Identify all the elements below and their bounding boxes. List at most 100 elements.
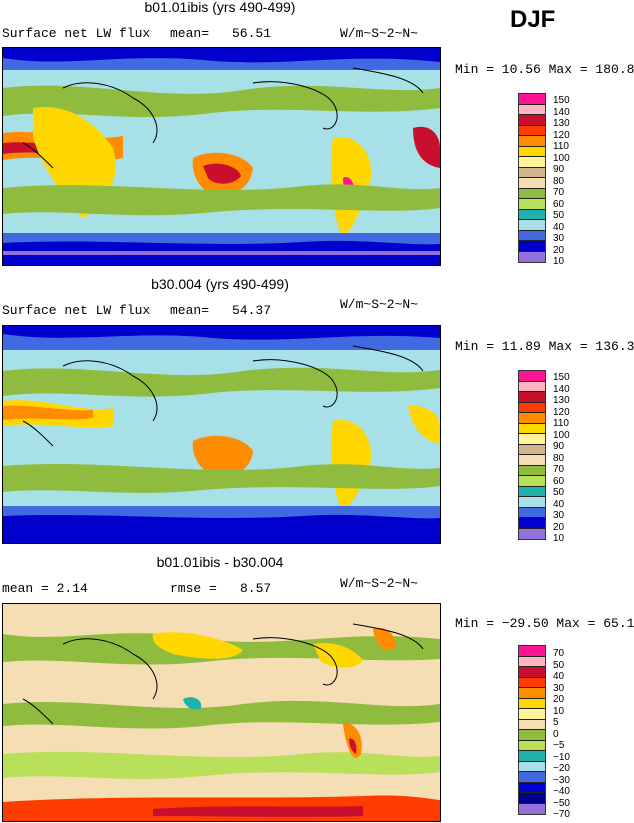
colorbar-level-label: 130	[553, 395, 570, 406]
colorbar-swatch	[519, 465, 545, 476]
colorbar-level-label: 40	[553, 221, 565, 233]
colorbar-level-label: 0	[553, 728, 559, 740]
colorbar-level-label: 80	[553, 175, 565, 187]
colorbar-swatch	[519, 423, 545, 434]
colorbar-level-label: 140	[553, 383, 570, 395]
panel-2-title: b30.004 (yrs 490-499)	[151, 276, 289, 292]
panel-1-mean-value: 56.51	[232, 26, 272, 41]
colorbar-level-label: 90	[553, 441, 565, 452]
colorbar-swatch	[519, 199, 545, 210]
colorbar-level-label: 110	[553, 141, 569, 152]
world-map-icon	[3, 604, 440, 821]
panel-3-units: W/m~S~2~N~	[340, 576, 419, 591]
colorbar-level-label: 140	[553, 106, 570, 118]
colorbar-swatch	[519, 497, 545, 508]
colorbar-swatch	[519, 146, 545, 157]
panel-3-colorbar-labels: 70 50 40 30 20 10 5 0 −5 −10 −20 −30 −40 −50 −70	[553, 648, 570, 820]
colorbar-level-label: −30	[553, 774, 570, 786]
panel-1-title: b01.01ibis (yrs 490-499)	[144, 0, 296, 15]
colorbar-swatch	[519, 178, 545, 189]
colorbar-swatch	[519, 803, 545, 814]
colorbar-swatch	[519, 413, 545, 424]
colorbar-swatch	[519, 455, 545, 466]
colorbar-swatch	[519, 476, 545, 487]
panel-3-colorbar	[518, 645, 546, 815]
panel-3-title: b01.01ibis - b30.004	[156, 554, 284, 570]
colorbar-swatch	[519, 444, 545, 455]
colorbar-level-label: 60	[553, 475, 565, 487]
panel-2-units: W/m~S~2~N~	[340, 297, 419, 312]
season-label: DJF	[510, 6, 556, 33]
colorbar-swatch	[519, 402, 545, 413]
colorbar-level-label: 30	[553, 510, 565, 521]
colorbar-swatch	[519, 434, 545, 445]
colorbar-swatch	[519, 688, 545, 699]
colorbar-level-label: 40	[553, 498, 565, 510]
colorbar-swatch	[519, 94, 545, 105]
panel-2-map	[2, 325, 441, 544]
colorbar-swatch	[519, 167, 545, 178]
colorbar-swatch	[519, 740, 545, 751]
colorbar-level-label: 120	[553, 406, 570, 418]
colorbar-level-label: −20	[553, 763, 570, 774]
colorbar-level-label: 20	[553, 521, 565, 533]
colorbar-level-label: 110	[553, 418, 569, 429]
colorbar-level-label: 80	[553, 452, 565, 464]
panel-3-mean: mean = 2.14	[2, 581, 88, 596]
panel-2-variable: Surface net LW flux	[2, 303, 151, 318]
colorbar-swatch	[519, 698, 545, 709]
colorbar-swatch	[519, 392, 545, 403]
colorbar-level-label: 30	[553, 233, 565, 244]
colorbar-swatch	[519, 241, 545, 252]
colorbar-swatch	[519, 751, 545, 762]
colorbar-swatch	[519, 709, 545, 720]
world-map-icon	[3, 326, 440, 543]
colorbar-swatch	[519, 719, 545, 730]
colorbar-level-label: 10	[553, 533, 565, 544]
panel-1-minmax: Min = 10.56 Max = 180.85	[455, 62, 634, 77]
colorbar-level-label: 130	[553, 118, 570, 129]
colorbar-level-label: 70	[553, 648, 565, 659]
panel-2-mean-label: mean=	[170, 303, 210, 318]
colorbar-level-label: 120	[553, 129, 570, 141]
panel-2-colorbar	[518, 370, 546, 540]
colorbar-swatch	[519, 157, 545, 168]
panel-3-minmax: Min = −29.50 Max = 65.18	[455, 616, 634, 631]
panel-3-rmse-label: rmse =	[170, 581, 217, 596]
colorbar-swatch	[519, 518, 545, 529]
colorbar-swatch	[519, 507, 545, 518]
colorbar-level-label: 90	[553, 164, 565, 175]
colorbar-level-label: 60	[553, 198, 565, 210]
colorbar-swatch	[519, 730, 545, 741]
colorbar-level-label: 10	[553, 256, 565, 267]
panel-1-colorbar-labels: 150 140 130 120 110 100 90 80 70 60 50 40 30 20 10	[553, 95, 570, 267]
colorbar-swatch	[519, 136, 545, 147]
colorbar-swatch	[519, 772, 545, 783]
colorbar-swatch	[519, 115, 545, 126]
colorbar-level-label: 100	[553, 429, 570, 441]
panel-1-mean-label: mean=	[170, 26, 210, 41]
colorbar-swatch	[519, 371, 545, 382]
colorbar-swatch	[519, 209, 545, 220]
colorbar-swatch	[519, 188, 545, 199]
colorbar-level-label: −50	[553, 797, 570, 809]
colorbar-swatch	[519, 251, 545, 262]
colorbar-level-label: 20	[553, 244, 565, 256]
world-map-icon	[3, 48, 440, 265]
colorbar-level-label: −70	[553, 809, 570, 820]
colorbar-swatch	[519, 677, 545, 688]
panel-1-map	[2, 47, 441, 266]
colorbar-level-label: 50	[553, 659, 565, 671]
colorbar-level-label: 150	[553, 95, 570, 106]
colorbar-level-label: 70	[553, 187, 565, 198]
colorbar-swatch	[519, 646, 545, 657]
colorbar-level-label: 70	[553, 464, 565, 475]
colorbar-swatch	[519, 381, 545, 392]
colorbar-swatch	[519, 125, 545, 136]
colorbar-swatch	[519, 761, 545, 772]
colorbar-swatch	[519, 793, 545, 804]
panel-1-colorbar	[518, 93, 546, 263]
colorbar-level-label: 50	[553, 487, 565, 498]
colorbar-swatch	[519, 486, 545, 497]
colorbar-level-label: 5	[553, 717, 559, 728]
